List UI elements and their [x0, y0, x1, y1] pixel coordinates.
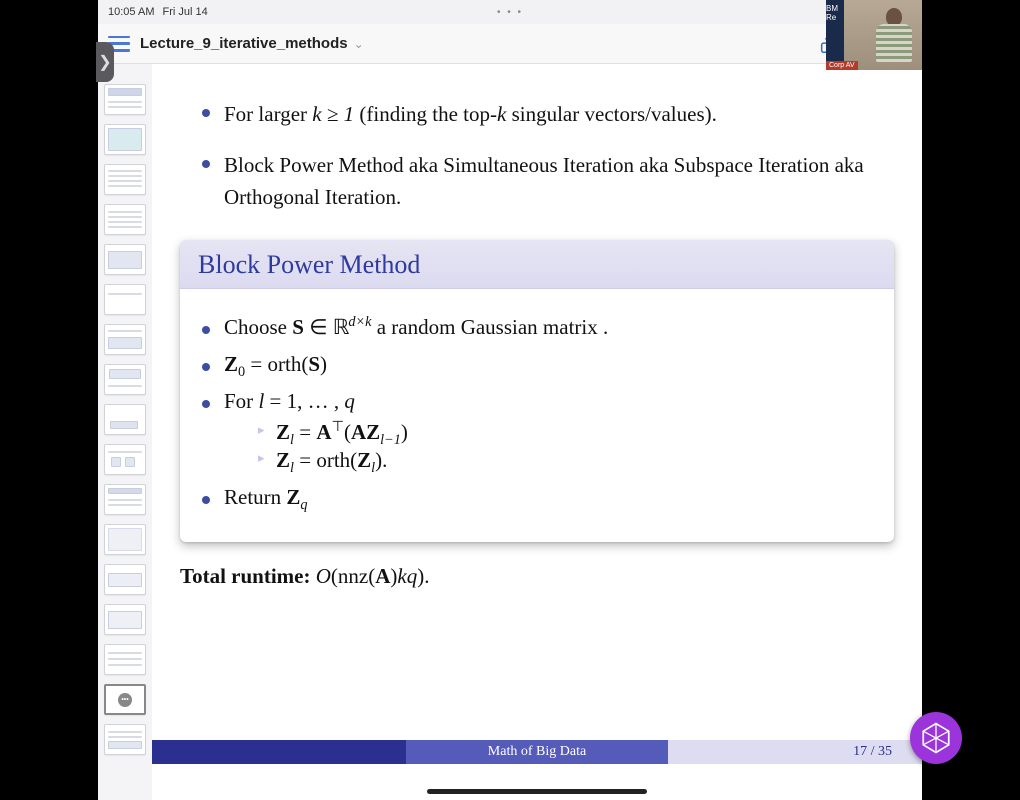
algo-step-2: Z0 = orth(S): [202, 352, 872, 377]
document-toolbar: Lecture_9_iterative_methods ⌄: [98, 24, 922, 64]
thumbnail[interactable]: [104, 444, 146, 475]
slide-content: For larger k ≥ 1 (finding the top-k sing…: [152, 64, 922, 800]
document-title[interactable]: Lecture_9_iterative_methods: [140, 35, 348, 52]
algo-step-1: Choose S ∈ ℝd×k a random Gaussian matrix…: [202, 315, 872, 340]
thumbnail[interactable]: [104, 604, 146, 635]
thumbnail[interactable]: [104, 84, 146, 115]
runtime-line: Total runtime: O(nnz(A)kq).: [180, 564, 894, 589]
webcam-overlay[interactable]: BM Re Corp AV: [826, 0, 922, 70]
thumbnail[interactable]: [104, 244, 146, 275]
webcam-stripe: BM Re: [826, 0, 844, 70]
thumbnail[interactable]: [104, 484, 146, 515]
footer-segment-center: Math of Big Data: [406, 740, 668, 764]
algo-substep-2: Zl = orth(Zl).: [258, 448, 872, 473]
thumbnail[interactable]: [104, 684, 146, 715]
presenter-figure: [874, 6, 916, 64]
thumbnail[interactable]: [104, 124, 146, 155]
algo-substep-1: Zl = A⊤(AZl−1): [258, 420, 872, 445]
intro-bullet-2: Block Power Method aka Simultaneous Iter…: [202, 149, 894, 214]
algo-step-4: Return Zq: [202, 485, 872, 510]
algorithm-block: Block Power Method Choose S ∈ ℝd×k a ran…: [180, 240, 894, 542]
thumbnail[interactable]: [104, 724, 146, 755]
back-tab[interactable]: ❯: [96, 42, 114, 82]
thumbnail[interactable]: [104, 524, 146, 555]
footer-segment-left: [152, 740, 406, 764]
thumbnail[interactable]: [104, 204, 146, 235]
thumbnail[interactable]: [104, 644, 146, 675]
webcam-source-tag: Corp AV: [826, 61, 858, 70]
status-time: 10:05 AM: [108, 6, 154, 18]
thumbnail[interactable]: [104, 564, 146, 595]
footer-page-number: 17 / 35: [668, 740, 922, 764]
algo-step-3: For l = 1, … , q Zl = A⊤(AZl−1) Zl = ort…: [202, 389, 872, 473]
app-badge-icon[interactable]: [910, 712, 962, 764]
block-title: Block Power Method: [180, 240, 894, 289]
thumbnail[interactable]: [104, 324, 146, 355]
ipad-screen: 10:05 AM Fri Jul 14 • • • Lecture_9_iter…: [98, 0, 922, 800]
slide-footer: Math of Big Data 17 / 35: [152, 740, 922, 764]
status-date: Fri Jul 14: [162, 6, 207, 18]
thumbnail-sidebar[interactable]: [98, 64, 152, 800]
thumbnail[interactable]: [104, 284, 146, 315]
home-indicator[interactable]: [427, 789, 647, 794]
title-dropdown-icon[interactable]: ⌄: [354, 37, 364, 51]
thumbnail[interactable]: [104, 364, 146, 395]
status-bar: 10:05 AM Fri Jul 14 • • •: [98, 0, 922, 24]
thumbnail[interactable]: [104, 164, 146, 195]
multitask-dots[interactable]: • • •: [497, 7, 523, 18]
thumbnail[interactable]: [104, 404, 146, 435]
intro-bullet-1: For larger k ≥ 1 (finding the top-k sing…: [202, 98, 894, 131]
